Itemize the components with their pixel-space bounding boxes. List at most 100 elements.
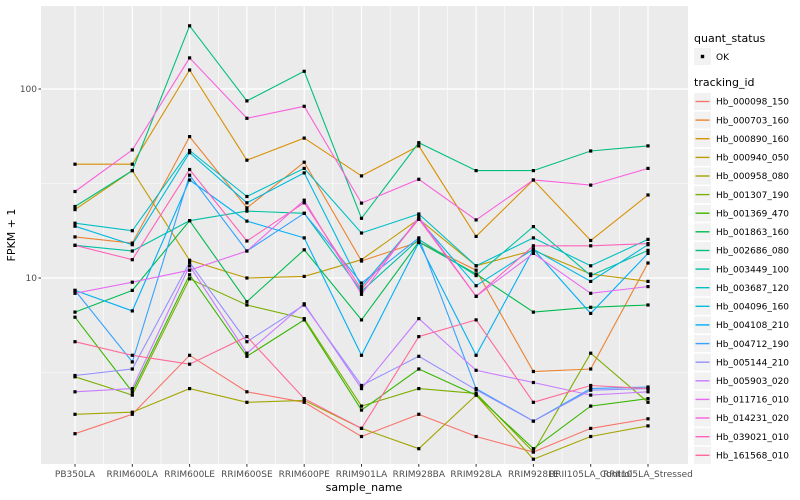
data-point-Hb_005144_210 [359, 383, 364, 388]
data-point-Hb_002686_080 [646, 144, 650, 148]
data-point-Hb_004108_210 [531, 247, 535, 251]
data-point-Hb_002686_080 [417, 141, 421, 145]
x-tick-label: RRIM928LA [450, 470, 502, 480]
x-tick-label: RRII105LA_Stressed [603, 470, 693, 480]
data-point-Hb_001369_470 [245, 354, 249, 358]
data-point-Hb_004096_160 [302, 171, 306, 175]
data-point-Hb_004096_160 [474, 284, 478, 288]
data-point-Hb_011716_010 [302, 198, 306, 202]
data-point-Hb_001307_190 [531, 450, 535, 454]
data-point-Hb_003449_100 [646, 248, 650, 252]
data-point-Hb_001307_190 [359, 404, 364, 408]
data-point-Hb_000958_080 [302, 398, 306, 402]
data-point-Hb_000890_160 [188, 68, 192, 72]
data-point-Hb_004712_190 [359, 281, 364, 285]
data-point-Hb_000890_160 [417, 144, 421, 148]
data-point-Hb_161568_010 [245, 335, 249, 339]
data-point-Hb_000958_080 [646, 424, 650, 428]
x-tick-label: RRIM600PE [279, 470, 331, 480]
data-point-Hb_000890_160 [589, 238, 593, 243]
data-point-Hb_001307_190 [474, 391, 478, 395]
data-point-Hb_001307_190 [130, 393, 134, 397]
data-point-Hb_014231_020 [245, 116, 249, 120]
data-point-Hb_003687_120 [359, 231, 364, 235]
data-point-Hb_000890_160 [245, 158, 249, 162]
data-point-Hb_014231_020 [130, 148, 134, 152]
data-point-Hb_004108_210 [474, 353, 478, 357]
data-point-Hb_161568_010 [417, 335, 421, 339]
data-point-Hb_005144_210 [130, 367, 134, 371]
data-point-Hb_161568_010 [646, 387, 650, 391]
data-point-Hb_001369_470 [359, 408, 364, 412]
data-point-Hb_003687_120 [531, 236, 535, 240]
data-point-Hb_000098_150 [302, 400, 306, 404]
legend-item-label: Hb_002686_080 [716, 247, 789, 257]
data-point-Hb_000098_150 [245, 390, 249, 394]
series-points [73, 24, 650, 461]
data-point-Hb_161568_010 [130, 353, 134, 357]
data-point-Hb_161568_010 [589, 383, 593, 388]
data-point-Hb_004096_160 [73, 224, 77, 228]
legend-ok-point-glyph [700, 54, 705, 59]
x-tick-label: RRIM600LE [164, 470, 215, 480]
legend-item-label: Hb_011716_010 [716, 396, 789, 406]
data-point-Hb_002686_080 [359, 216, 364, 220]
data-point-Hb_005144_210 [245, 340, 249, 344]
legend-item-label: Hb_039021_010 [716, 433, 789, 443]
data-point-Hb_003687_120 [589, 264, 593, 268]
data-point-Hb_000098_150 [359, 434, 364, 439]
data-point-Hb_003687_120 [130, 229, 134, 233]
data-point-Hb_039021_010 [417, 217, 421, 221]
data-point-Hb_005903_020 [646, 390, 650, 394]
legend-item-label: Hb_005144_210 [716, 358, 789, 368]
data-point-Hb_011716_010 [245, 249, 249, 253]
data-point-Hb_004096_160 [130, 243, 134, 247]
data-point-Hb_005144_210 [589, 388, 593, 392]
data-point-Hb_000098_150 [73, 432, 77, 436]
data-point-Hb_000890_160 [359, 174, 364, 178]
data-point-Hb_001369_470 [302, 318, 306, 322]
data-point-Hb_014231_020 [474, 218, 478, 222]
data-point-Hb_005903_020 [531, 380, 535, 385]
data-point-Hb_004096_160 [359, 285, 364, 289]
data-point-Hb_002686_080 [531, 169, 535, 173]
data-point-Hb_003449_100 [245, 209, 249, 213]
data-point-Hb_001369_470 [646, 397, 650, 401]
data-point-Hb_001369_470 [73, 315, 77, 319]
data-point-Hb_014231_020 [73, 189, 77, 194]
data-point-Hb_004712_190 [302, 211, 306, 215]
legend-item-label: Hb_000098_150 [716, 98, 789, 108]
data-point-Hb_014231_020 [359, 201, 364, 205]
data-point-Hb_005903_020 [474, 368, 478, 372]
data-point-Hb_001369_470 [589, 404, 593, 408]
data-point-Hb_000098_150 [417, 412, 421, 416]
axis-tick-marks [38, 88, 649, 467]
data-point-Hb_004096_160 [188, 151, 192, 155]
data-point-Hb_003687_120 [474, 264, 478, 268]
data-point-Hb_000098_150 [474, 434, 478, 439]
data-point-Hb_011716_010 [589, 291, 593, 295]
legend-item-label: Hb_004712_190 [716, 340, 789, 350]
data-point-Hb_001307_190 [646, 400, 650, 404]
legend-item-label: Hb_004108_210 [716, 321, 789, 331]
x-tick-label: RRIM928LE [508, 470, 559, 480]
data-point-Hb_003449_100 [130, 249, 134, 253]
data-point-Hb_005903_020 [188, 264, 192, 268]
data-point-Hb_001307_190 [245, 303, 249, 307]
data-point-Hb_002686_080 [302, 69, 306, 73]
data-point-Hb_005903_020 [417, 317, 421, 321]
data-point-Hb_004108_210 [188, 178, 192, 182]
legend-item-label: Hb_000940_050 [716, 154, 789, 164]
x-tick-label: RRIM928BA [393, 470, 446, 480]
data-point-Hb_004712_190 [130, 360, 134, 364]
data-point-Hb_000940_050 [73, 208, 77, 212]
data-point-Hb_011716_010 [130, 280, 134, 284]
data-point-Hb_000958_080 [589, 434, 593, 439]
x-tick-label: RRIM600LA [107, 470, 159, 480]
data-point-Hb_004108_210 [302, 236, 306, 240]
data-point-Hb_005903_020 [245, 351, 249, 355]
data-point-Hb_000940_050 [359, 258, 364, 262]
data-point-Hb_000703_160 [188, 135, 192, 139]
